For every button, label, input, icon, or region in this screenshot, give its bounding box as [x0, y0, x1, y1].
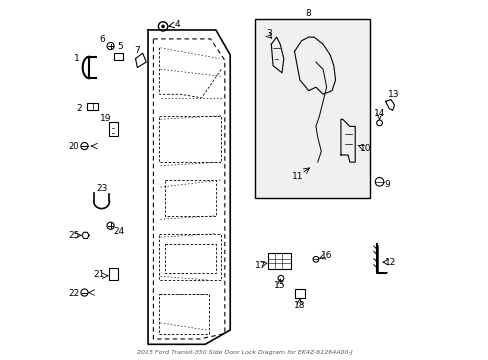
Text: 24: 24	[113, 227, 124, 236]
Text: 17: 17	[254, 261, 266, 270]
Bar	[114, 53, 123, 60]
Bar	[108, 122, 118, 136]
Text: 12: 12	[384, 258, 395, 267]
Text: 7: 7	[134, 46, 140, 55]
Text: 2015 Ford Transit-350 Side Door Lock Diagram for EK4Z-61264A00-J: 2015 Ford Transit-350 Side Door Lock Dia…	[137, 350, 351, 355]
Text: 25: 25	[68, 231, 79, 240]
Text: 1: 1	[74, 54, 80, 63]
Circle shape	[161, 24, 164, 28]
Text: 19: 19	[100, 114, 111, 123]
Text: 20: 20	[68, 142, 79, 151]
Text: 18: 18	[293, 301, 305, 310]
Text: 3: 3	[265, 29, 271, 38]
Text: 8: 8	[305, 9, 310, 18]
Text: 22: 22	[68, 289, 79, 298]
Bar	[87, 103, 98, 111]
Text: 2: 2	[77, 104, 82, 113]
Bar	[267, 253, 290, 269]
Text: 4: 4	[174, 20, 180, 29]
Text: 9: 9	[384, 180, 389, 189]
Text: 21: 21	[93, 270, 104, 279]
Bar	[294, 289, 305, 298]
Text: 23: 23	[96, 184, 107, 193]
Bar	[108, 267, 118, 280]
Text: 14: 14	[373, 109, 385, 118]
Text: 5: 5	[117, 41, 123, 50]
Text: 16: 16	[320, 251, 332, 260]
Text: 6: 6	[99, 36, 105, 45]
Text: 10: 10	[360, 144, 371, 153]
Text: 13: 13	[387, 90, 399, 99]
Text: 15: 15	[273, 281, 285, 290]
Text: 11: 11	[291, 172, 303, 181]
Bar	[255, 19, 369, 198]
